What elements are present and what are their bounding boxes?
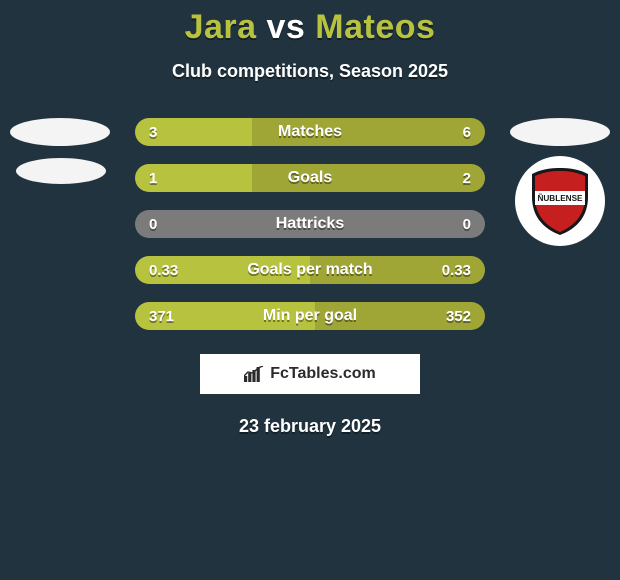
player2-name: Mateos bbox=[315, 8, 435, 46]
stat-value-left: 3 bbox=[149, 118, 157, 146]
team-right-shield-icon: ÑUBLENSE bbox=[526, 165, 594, 237]
team-right-badge: ÑUBLENSE bbox=[510, 118, 610, 204]
subtitle: Club competitions, Season 2025 bbox=[0, 61, 620, 82]
bar-segment-left bbox=[135, 210, 310, 238]
stat-value-right: 0.33 bbox=[442, 256, 471, 284]
date-label: 23 february 2025 bbox=[0, 416, 620, 437]
badge-oval-icon bbox=[10, 118, 110, 146]
stat-row: 12Goals bbox=[135, 164, 485, 192]
title-vs: vs bbox=[267, 8, 306, 46]
stat-value-right: 2 bbox=[463, 164, 471, 192]
brand-text: FcTables.com bbox=[270, 365, 376, 383]
stat-value-left: 371 bbox=[149, 302, 174, 330]
stat-rows: 36Matches12Goals00Hattricks0.330.33Goals… bbox=[135, 118, 485, 330]
stat-value-left: 1 bbox=[149, 164, 157, 192]
comparison-infographic: Jara vs Mateos Club competitions, Season… bbox=[0, 0, 620, 580]
shield-band-text: ÑUBLENSE bbox=[537, 193, 583, 203]
brand-box: FcTables.com bbox=[200, 354, 420, 394]
stat-row: 371352Min per goal bbox=[135, 302, 485, 330]
bar-segment-right bbox=[310, 210, 485, 238]
stat-row: 00Hattricks bbox=[135, 210, 485, 238]
badge-oval-icon bbox=[510, 118, 610, 146]
title: Jara vs Mateos bbox=[0, 0, 620, 47]
bar-chart-icon bbox=[244, 366, 264, 382]
stat-row: 36Matches bbox=[135, 118, 485, 146]
team-left-badge bbox=[10, 118, 110, 204]
player1-name: Jara bbox=[185, 8, 257, 46]
stat-value-left: 0 bbox=[149, 210, 157, 238]
stat-value-left: 0.33 bbox=[149, 256, 178, 284]
stat-row: 0.330.33Goals per match bbox=[135, 256, 485, 284]
team-right-logo-circle: ÑUBLENSE bbox=[515, 156, 605, 246]
stat-value-right: 6 bbox=[463, 118, 471, 146]
comparison-block: ÑUBLENSE 36Matches12Goals00Hattricks0.33… bbox=[0, 118, 620, 330]
bar-segment-right bbox=[252, 118, 485, 146]
bar-segment-right bbox=[252, 164, 485, 192]
stat-value-right: 352 bbox=[446, 302, 471, 330]
stat-value-right: 0 bbox=[463, 210, 471, 238]
badge-oval-icon bbox=[16, 158, 106, 184]
